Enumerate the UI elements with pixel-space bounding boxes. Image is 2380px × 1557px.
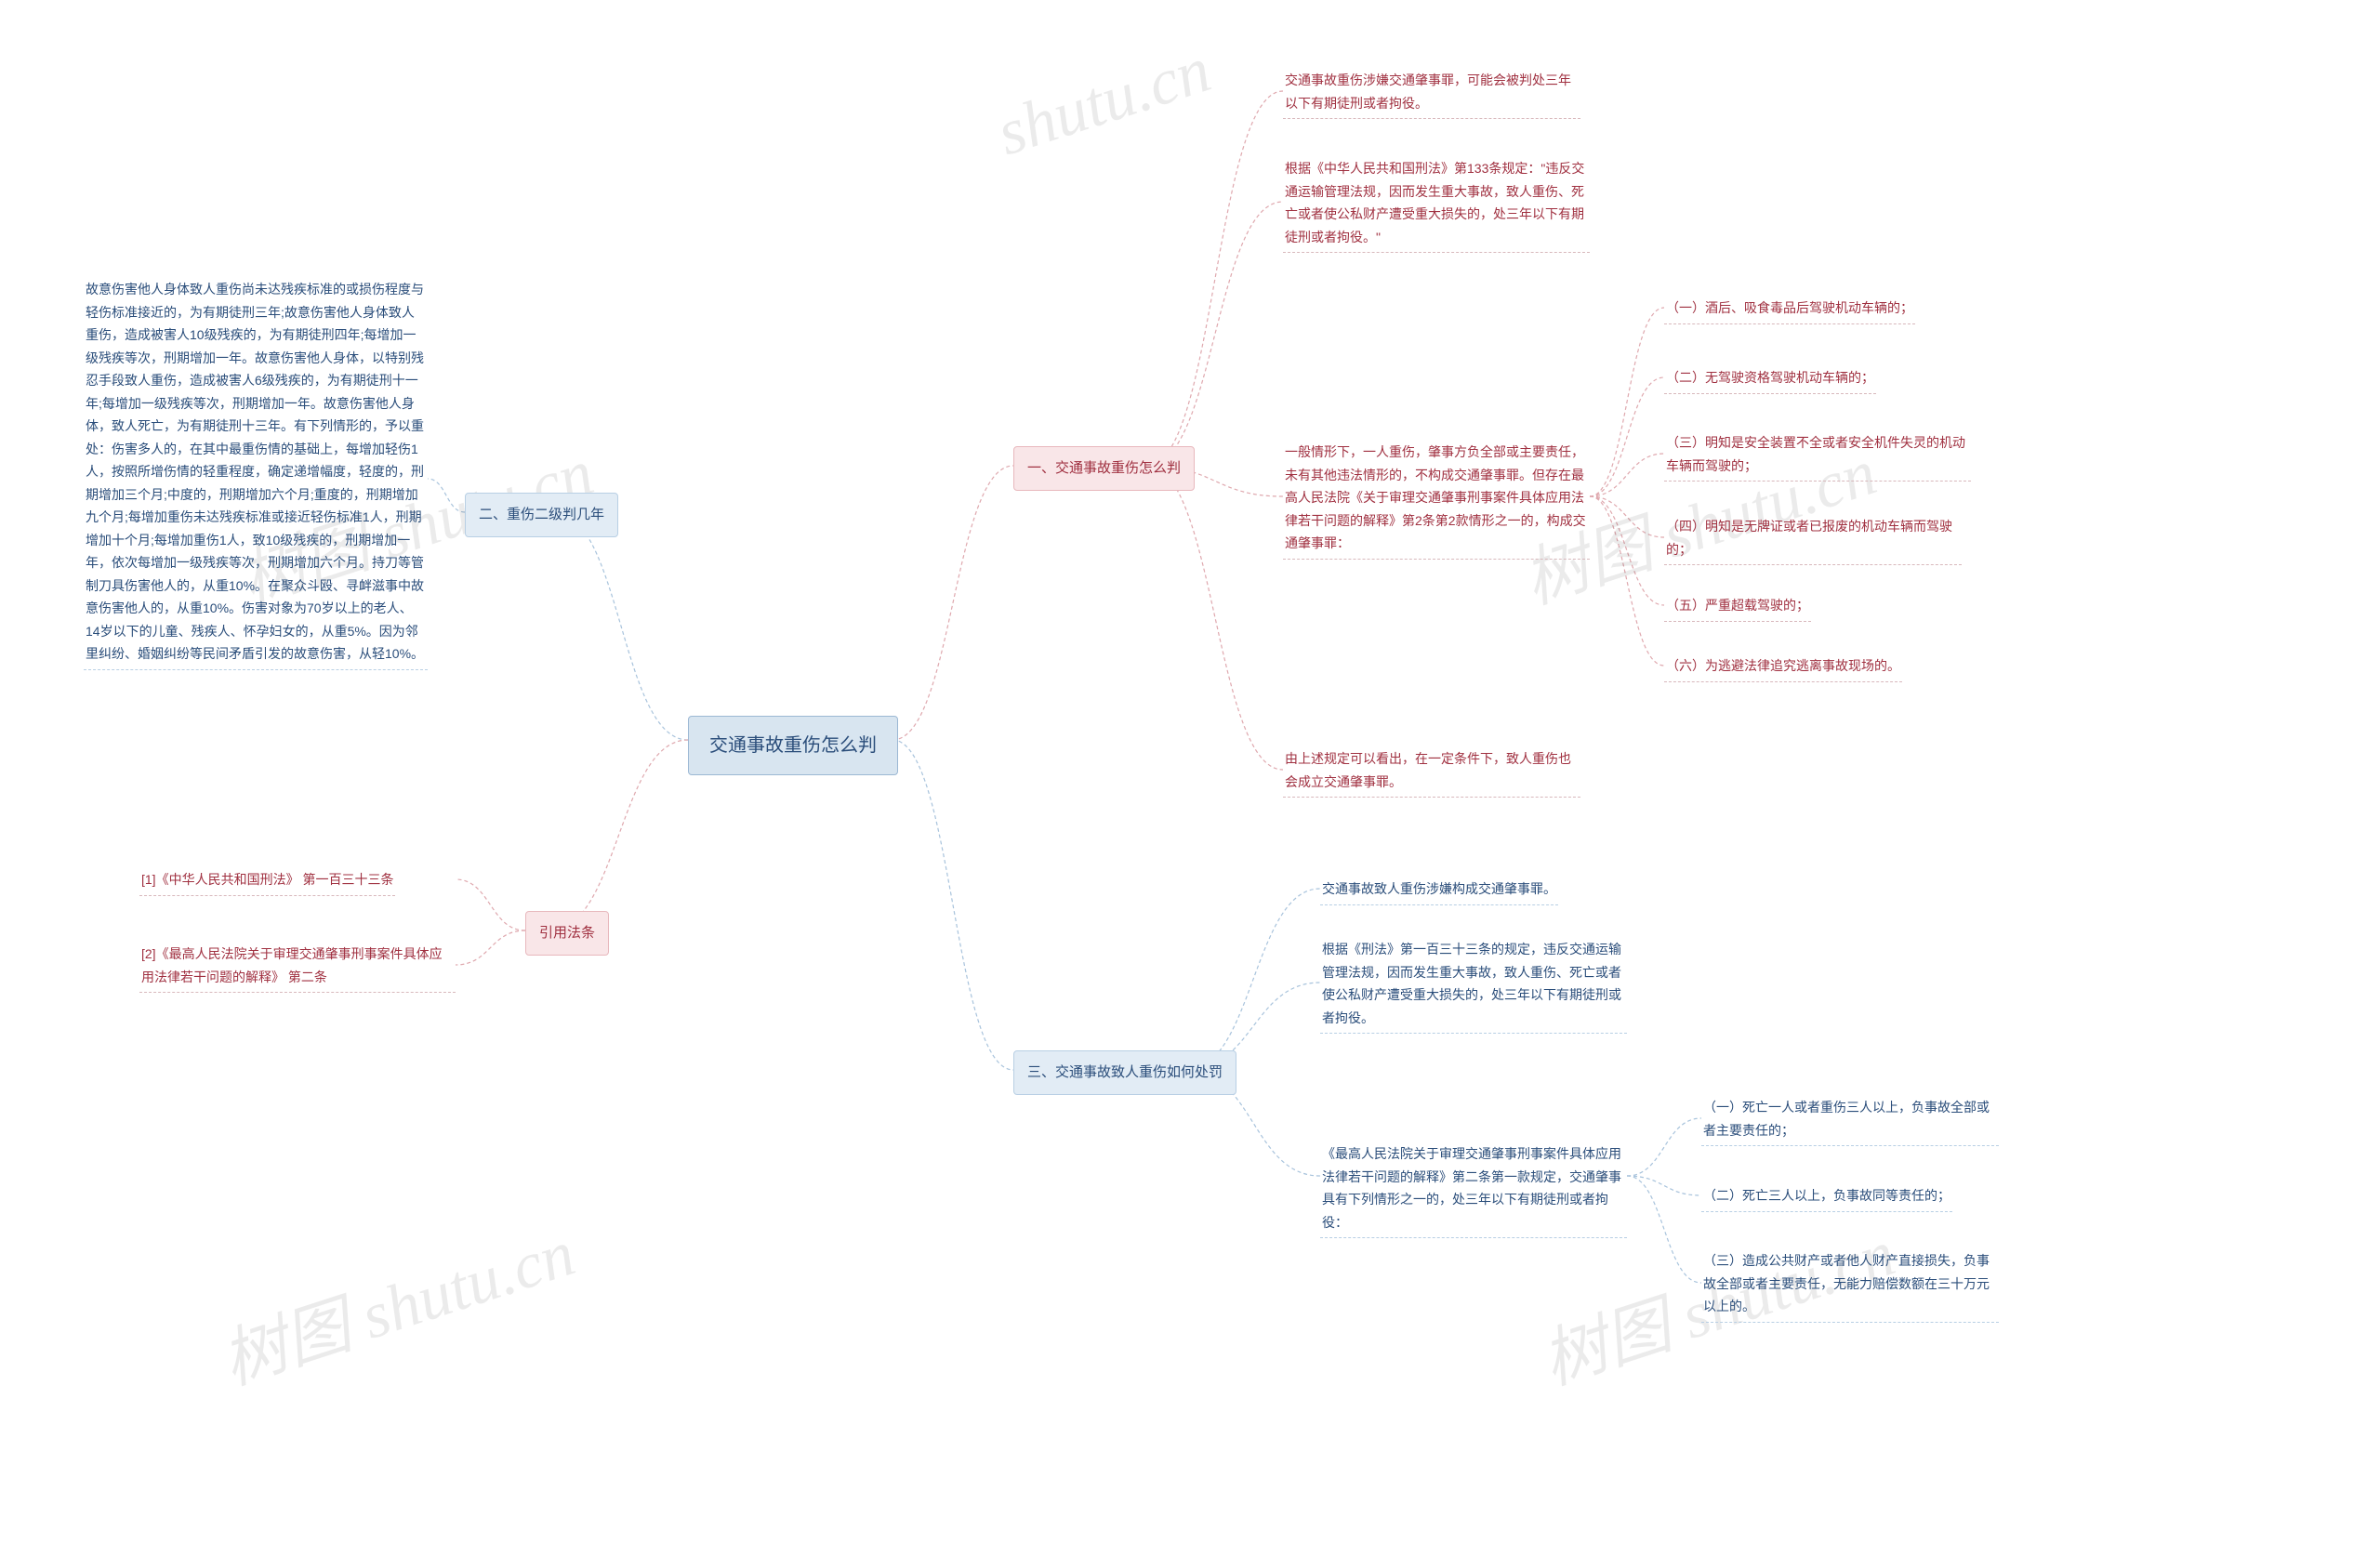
leaf-node: （一）酒后、吸食毒品后驾驶机动车辆的； xyxy=(1664,293,1915,324)
leaf-node: 交通事故重伤涉嫌交通肇事罪，可能会被判处三年以下有期徒刑或者拘役。 xyxy=(1283,65,1580,119)
leaf-node: 由上述规定可以看出，在一定条件下，致人重伤也会成立交通肇事罪。 xyxy=(1283,744,1580,798)
branch-node: 二、重伤二级判几年 xyxy=(465,493,618,537)
watermark: 树图 shutu.cn xyxy=(208,1201,585,1403)
leaf-node: （五）严重超载驾驶的； xyxy=(1664,590,1811,622)
leaf-node: [2]《最高人民法院关于审理交通肇事刑事案件具体应用法律若干问题的解释》 第二条 xyxy=(139,939,456,993)
leaf-node: （六）为逃避法律追究逃离事故现场的。 xyxy=(1664,651,1902,682)
leaf-node: （二）无驾驶资格驾驶机动车辆的； xyxy=(1664,363,1876,394)
leaf-node: 故意伤害他人身体致人重伤尚未达残疾标准的或损伤程度与轻伤标准接近的，为有期徒刑三… xyxy=(84,274,428,670)
leaf-node: （三）明知是安全装置不全或者安全机件失灵的机动车辆而驾驶的； xyxy=(1664,428,1971,482)
leaf-node: 交通事故致人重伤涉嫌构成交通肇事罪。 xyxy=(1320,874,1558,905)
branch-node: 一、交通事故重伤怎么判 xyxy=(1013,446,1195,491)
leaf-node: 根据《中华人民共和国刑法》第133条规定："违反交通运输管理法规，因而发生重大事… xyxy=(1283,153,1590,253)
branch-node: 三、交通事故致人重伤如何处罚 xyxy=(1013,1050,1236,1095)
connector-layer xyxy=(0,0,2380,1557)
leaf-node: 《最高人民法院关于审理交通肇事刑事案件具体应用法律若干问题的解释》第二条第一款规… xyxy=(1320,1139,1627,1238)
leaf-node: [1]《中华人民共和国刑法》 第一百三十三条 xyxy=(139,864,395,896)
leaf-node: （三）造成公共财产或者他人财产直接损失，负事故全部或者主要责任，无能力赔偿数额在… xyxy=(1701,1246,1999,1323)
leaf-node: （四）明知是无牌证或者已报废的机动车辆而驾驶的； xyxy=(1664,511,1962,565)
branch-node: 引用法条 xyxy=(525,911,609,956)
watermark: shutu.cn xyxy=(988,33,1219,172)
leaf-node: （一）死亡一人或者重伤三人以上，负事故全部或者主要责任的； xyxy=(1701,1092,1999,1146)
leaf-node: 一般情形下，一人重伤，肇事方负全部或主要责任，未有其他违法情形的，不构成交通肇事… xyxy=(1283,437,1590,560)
root-node: 交通事故重伤怎么判 xyxy=(688,716,898,775)
leaf-node: 根据《刑法》第一百三十三条的规定，违反交通运输管理法规，因而发生重大事故，致人重… xyxy=(1320,934,1627,1034)
leaf-node: （二）死亡三人以上，负事故同等责任的； xyxy=(1701,1181,1952,1212)
